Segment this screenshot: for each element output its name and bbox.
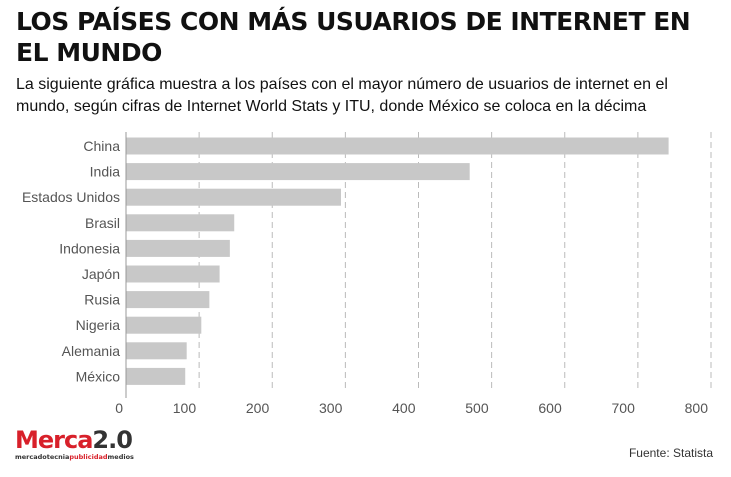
logo-word-version: 2.0 (92, 426, 133, 454)
tick-label-600: 600 (538, 400, 562, 416)
category-label-1: India (90, 164, 121, 180)
logo-tag-b: publicidad (69, 453, 108, 461)
chart-title: LOS PAÍSES CON MÁS USUARIOS DE INTERNET … (16, 7, 691, 67)
category-label-7: Nigeria (76, 317, 121, 333)
tick-label-0: 0 (115, 400, 123, 416)
bar-5 (126, 265, 220, 283)
bar-chart: China India Estados Unidos Brasil Indonesia J… (22, 132, 712, 416)
bar-6 (126, 291, 210, 309)
merca-logo: Merca2.0 mercadotecniapublicidadmedios (15, 428, 134, 461)
tick-label-200: 200 (246, 400, 270, 416)
logo-tag-a: mercadotecnia (15, 453, 70, 461)
tick-label-300: 300 (319, 400, 343, 416)
bar-0 (126, 137, 669, 155)
bar-8 (126, 342, 187, 360)
tick-label-800: 800 (685, 400, 709, 416)
tick-label-400: 400 (392, 400, 416, 416)
bar-3 (126, 214, 235, 232)
logo-word-merca: Merca (15, 426, 93, 454)
source-note: Fuente: Statista (628, 446, 713, 460)
chart-subtitle: La siguiente gráfica muestra a los paíse… (16, 76, 668, 115)
bar-7 (126, 316, 202, 334)
bar-9 (126, 367, 186, 385)
logo-tag-c: medios (107, 453, 134, 461)
category-label-2: Estados Unidos (22, 189, 120, 205)
category-label-5: Japón (82, 266, 120, 282)
bar-2 (126, 188, 341, 206)
category-label-8: Alemania (62, 343, 121, 359)
tick-label-700: 700 (612, 400, 636, 416)
category-label-9: México (76, 368, 121, 384)
bar-1 (126, 163, 470, 181)
tick-label-500: 500 (465, 400, 489, 416)
category-label-3: Brasil (85, 215, 120, 231)
bar-4 (126, 239, 230, 257)
category-label-0: China (83, 138, 120, 154)
category-label-4: Indonesia (59, 240, 120, 256)
tick-label-100: 100 (173, 400, 197, 416)
category-label-6: Rusia (84, 292, 120, 308)
